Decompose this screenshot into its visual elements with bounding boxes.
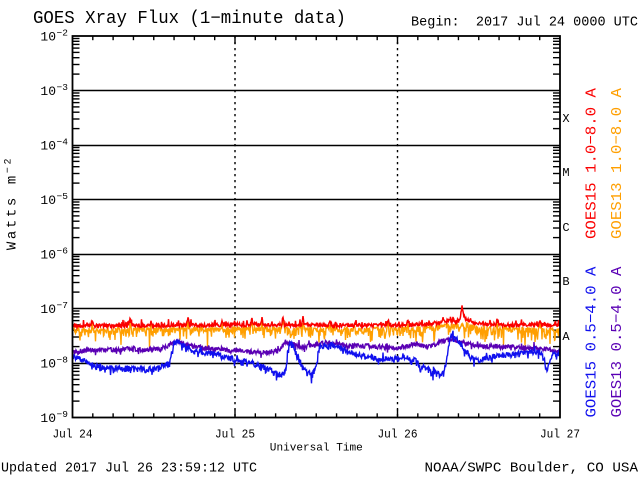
svg-text:10: 10 xyxy=(40,357,56,372)
svg-text:Jul 25: Jul 25 xyxy=(215,428,255,442)
svg-text:10: 10 xyxy=(40,84,56,99)
svg-text:Jul 27: Jul 27 xyxy=(540,428,580,442)
svg-text:NOAA/SWPC Boulder, CO USA: NOAA/SWPC Boulder, CO USA xyxy=(425,461,639,477)
svg-text:GOES15 0.5−4.0 A: GOES15 0.5−4.0 A xyxy=(584,267,601,418)
svg-text:X: X xyxy=(562,112,569,126)
svg-text:−6: −6 xyxy=(57,246,69,257)
svg-text:GOES13 1.0−8.0 A: GOES13 1.0−8.0 A xyxy=(609,88,626,239)
svg-text:GOES15 1.0−8.0 A: GOES15 1.0−8.0 A xyxy=(584,88,601,239)
svg-text:−9: −9 xyxy=(57,409,69,420)
svg-text:Begin: 2017 Jul 24 0000 UTC: Begin: 2017 Jul 24 0000 UTC xyxy=(411,15,638,31)
svg-text:10: 10 xyxy=(40,139,56,154)
svg-text:−5: −5 xyxy=(57,191,69,202)
svg-text:Universal Time: Universal Time xyxy=(270,443,363,455)
svg-text:GOES Xray Flux (1−minute data): GOES Xray Flux (1−minute data) xyxy=(33,9,346,29)
svg-text:GOES13 0.5−4.0 A: GOES13 0.5−4.0 A xyxy=(609,267,626,418)
svg-text:−3: −3 xyxy=(57,82,69,93)
svg-text:Watts m−2: Watts m−2 xyxy=(4,156,21,250)
svg-text:C: C xyxy=(562,221,569,235)
svg-text:−2: −2 xyxy=(57,28,69,39)
svg-text:Jul 26: Jul 26 xyxy=(378,428,418,442)
svg-text:−8: −8 xyxy=(57,355,69,366)
svg-text:A: A xyxy=(562,330,570,344)
svg-text:10: 10 xyxy=(40,30,56,45)
svg-text:−4: −4 xyxy=(57,137,69,148)
svg-text:10: 10 xyxy=(40,193,56,208)
svg-text:10: 10 xyxy=(40,411,56,426)
svg-text:M: M xyxy=(562,166,569,180)
svg-text:Updated 2017 Jul 26 23:59:12 U: Updated 2017 Jul 26 23:59:12 UTC xyxy=(1,461,257,477)
svg-text:B: B xyxy=(562,275,569,289)
svg-text:10: 10 xyxy=(40,302,56,317)
svg-text:−7: −7 xyxy=(57,300,68,311)
svg-text:Jul 24: Jul 24 xyxy=(53,428,93,442)
svg-text:10: 10 xyxy=(40,248,56,263)
